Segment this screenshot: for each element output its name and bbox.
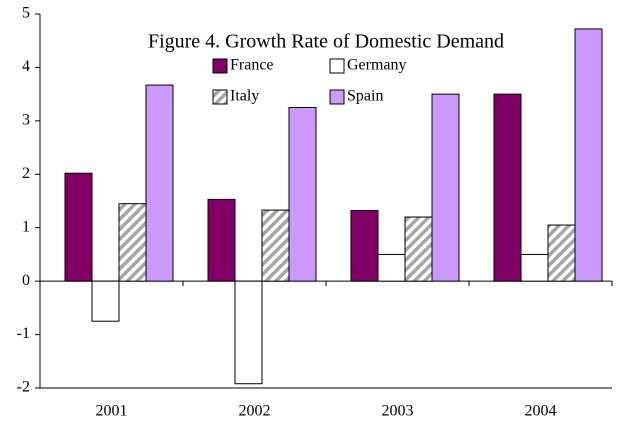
bar bbox=[64, 172, 93, 282]
x-tick-label: 2003 bbox=[382, 403, 414, 420]
legend-swatch bbox=[329, 58, 345, 74]
x-tick-label: 2002 bbox=[239, 403, 271, 420]
legend-label: Italy bbox=[230, 88, 259, 105]
y-tick-label: 0 bbox=[22, 272, 30, 289]
bar bbox=[288, 107, 317, 282]
y-tick-label: 3 bbox=[22, 112, 30, 129]
bar bbox=[145, 84, 174, 282]
bar bbox=[404, 216, 433, 282]
legend-swatch bbox=[212, 58, 228, 74]
bar bbox=[493, 93, 522, 282]
y-tick-label: 4 bbox=[22, 58, 30, 75]
bar bbox=[574, 28, 603, 282]
bar bbox=[91, 280, 120, 322]
bar bbox=[520, 253, 549, 282]
y-tick-label: 5 bbox=[22, 5, 30, 22]
legend-swatch bbox=[329, 89, 345, 105]
bar bbox=[350, 210, 379, 282]
y-tick-label: 1 bbox=[22, 218, 30, 235]
bar bbox=[261, 209, 290, 282]
bar bbox=[377, 253, 406, 282]
bar bbox=[547, 224, 576, 282]
legend-label: France bbox=[230, 57, 274, 74]
bar bbox=[118, 203, 147, 282]
bar bbox=[234, 280, 263, 385]
legend-swatch bbox=[212, 89, 228, 105]
chart-title: Figure 4. Growth Rate of Domestic Demand bbox=[148, 31, 504, 53]
y-tick-label: -2 bbox=[17, 379, 30, 396]
bar bbox=[207, 198, 236, 282]
legend-label: Germany bbox=[347, 57, 407, 74]
legend-label: Spain bbox=[347, 88, 383, 105]
x-tick-label: 2001 bbox=[96, 403, 128, 420]
y-tick-label: -1 bbox=[17, 325, 30, 342]
bar bbox=[431, 93, 460, 282]
x-tick-label: 2004 bbox=[525, 403, 557, 420]
y-tick-label: 2 bbox=[22, 165, 30, 182]
